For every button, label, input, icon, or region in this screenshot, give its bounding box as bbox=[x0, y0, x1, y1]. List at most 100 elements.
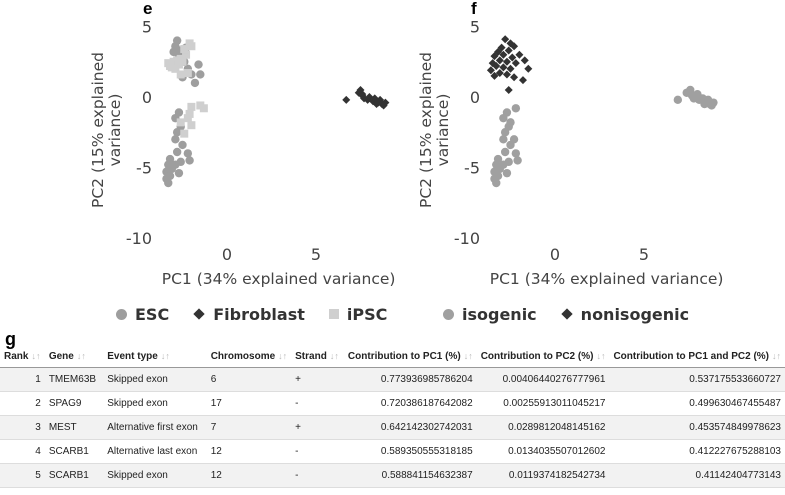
cell-rank: 5 bbox=[0, 463, 45, 488]
point-nonisogenic bbox=[495, 56, 504, 65]
y-tick-label: 5 bbox=[470, 18, 480, 37]
header-strand-label: Strand bbox=[295, 351, 327, 362]
point-isogenic bbox=[499, 113, 508, 123]
cell-event-type: Alternative last exon bbox=[103, 439, 207, 464]
point-nonisogenic bbox=[499, 50, 508, 59]
point-isogenic bbox=[513, 156, 522, 165]
cell-pc2: 0.00406440276777961 bbox=[476, 367, 610, 392]
legend-label-fibroblast: Fibroblast bbox=[213, 304, 305, 324]
header-event-type[interactable]: Event type ↓↑ bbox=[103, 346, 207, 368]
y-tick-label: -5 bbox=[464, 159, 480, 178]
header-event-type-label: Event type bbox=[107, 351, 158, 362]
point-nonisogenic bbox=[524, 64, 533, 73]
cell-gene: SCARB1 bbox=[44, 439, 104, 464]
point-ipsc bbox=[180, 129, 189, 138]
point-nonisogenic bbox=[511, 59, 520, 68]
point-esc bbox=[185, 156, 194, 165]
cell-pc1: 0.720386187642082 bbox=[343, 391, 477, 416]
point-nonisogenic bbox=[499, 63, 508, 72]
cell-gene: TMEM63B bbox=[44, 367, 104, 392]
header-contribution-pc1-pc2-label: Contribution to PC1 and PC2 (%) bbox=[613, 351, 769, 362]
cell-event-type: Skipped exon bbox=[103, 367, 207, 392]
cell-pc1: 0.642142302742031 bbox=[343, 415, 477, 440]
header-gene[interactable]: Gene ↓↑ bbox=[44, 346, 104, 368]
point-isogenic bbox=[506, 118, 515, 127]
cell-chromosome: 17 bbox=[206, 391, 292, 416]
point-esc bbox=[194, 60, 203, 69]
legend-label-esc: ESC bbox=[135, 304, 170, 324]
point-fibroblast bbox=[342, 95, 351, 104]
cell-pc1: 0.588841154632387 bbox=[343, 463, 477, 488]
point-ipsc bbox=[178, 57, 187, 66]
cell-rank: 3 bbox=[0, 415, 45, 440]
header-contribution-pc1[interactable]: Contribution to PC1 (%) ↓↑ bbox=[343, 346, 477, 368]
point-nonisogenic bbox=[490, 71, 499, 80]
cell-chromosome: 6 bbox=[206, 367, 292, 392]
cell-rank: 2 bbox=[0, 391, 45, 416]
point-esc bbox=[169, 47, 178, 57]
point-isogenic bbox=[673, 95, 683, 105]
point-nonisogenic bbox=[504, 85, 513, 94]
cell-pc1-pc2: 0.537175533660727 bbox=[609, 367, 785, 392]
cell-pc2: 0.0289812048145162 bbox=[476, 415, 610, 440]
cell-rank: 1 bbox=[0, 367, 45, 392]
header-contribution-pc1-pc2[interactable]: Contribution to PC1 and PC2 (%) ↓↑ bbox=[609, 346, 785, 368]
cell-strand: + bbox=[291, 415, 344, 440]
sort-icon: ↓↑ bbox=[31, 351, 41, 361]
point-isogenic bbox=[511, 104, 521, 113]
header-contribution-pc2[interactable]: Contribution to PC2 (%) ↓↑ bbox=[476, 346, 610, 368]
point-ipsc bbox=[180, 45, 189, 54]
cell-pc2: 0.00255913011045217 bbox=[476, 391, 610, 416]
header-gene-label: Gene bbox=[48, 351, 74, 362]
cell-pc1-pc2: 0.412227675288103 bbox=[609, 439, 785, 464]
table-row: 3 MEST Alternative first exon 7 + 0.6421… bbox=[0, 415, 785, 440]
cell-event-type: Skipped exon bbox=[103, 463, 207, 488]
y-axis-label-line: variance) bbox=[434, 94, 452, 167]
point-nonisogenic bbox=[492, 61, 501, 70]
point-esc bbox=[183, 149, 193, 158]
x-axis-label: PC1 (34% explained variance) bbox=[162, 270, 396, 288]
cell-event-type: Alternative first exon bbox=[103, 415, 207, 440]
cell-pc1-pc2: 0.41142404773143 bbox=[609, 463, 785, 488]
point-nonisogenic bbox=[495, 69, 504, 78]
cell-chromosome: 12 bbox=[206, 463, 292, 488]
cell-chromosome: 12 bbox=[206, 439, 292, 464]
legend-item-esc: ESC bbox=[116, 305, 169, 324]
point-nonisogenic bbox=[515, 50, 524, 59]
table-row: 5 SCARB1 Skipped exon 12 - 0.58884115463… bbox=[0, 463, 785, 488]
header-contribution-pc1-label: Contribution to PC1 (%) bbox=[347, 351, 461, 362]
cell-pc2: 0.0119374182542734 bbox=[476, 463, 610, 488]
point-nonisogenic bbox=[518, 76, 527, 85]
sort-icon: ↓↑ bbox=[463, 351, 473, 361]
legend-item-nonisogenic: nonisogenic bbox=[561, 305, 689, 324]
point-esc bbox=[178, 140, 187, 150]
sort-icon: ↓↑ bbox=[596, 351, 606, 361]
header-strand[interactable]: Strand ↓↑ bbox=[291, 346, 344, 368]
table-row: 1 TMEM63B Skipped exon 6 + 0.77393698578… bbox=[0, 367, 785, 392]
panel-letter-g: g bbox=[5, 329, 16, 349]
point-ipsc bbox=[199, 104, 208, 113]
legend-label-nonisogenic: nonisogenic bbox=[580, 304, 690, 324]
y-tick-label: -10 bbox=[454, 229, 480, 248]
point-ipsc bbox=[185, 39, 194, 48]
sort-icon: ↓↑ bbox=[160, 351, 170, 361]
x-tick-label: 0 bbox=[550, 245, 560, 264]
header-contribution-pc2-label: Contribution to PC2 (%) bbox=[480, 351, 594, 362]
cell-strand: - bbox=[291, 391, 344, 416]
cell-gene: SPAG9 bbox=[44, 391, 104, 416]
point-esc bbox=[172, 147, 182, 157]
point-ipsc bbox=[176, 118, 185, 127]
cell-strand: - bbox=[291, 463, 344, 488]
point-isogenic bbox=[509, 135, 519, 144]
x-tick-label: 5 bbox=[311, 245, 321, 264]
pca-scatter-e: 5 0 -5 -10 0 5 PC1 (34% explained variance) PC2… bbox=[89, 18, 396, 289]
header-chromosome[interactable]: Chromosome ↓↑ bbox=[206, 346, 292, 368]
point-esc bbox=[174, 168, 184, 178]
table-header-row: Rank ↓↑ Gene ↓↑ Event type ↓↑ Chromosome ↓↑ … bbox=[0, 346, 785, 368]
point-fibroblast bbox=[358, 91, 367, 100]
cell-pc1: 0.773936985786204 bbox=[343, 367, 477, 392]
legend-item-isogenic: isogenic bbox=[443, 305, 537, 324]
cell-pc1: 0.589350555318185 bbox=[343, 439, 477, 464]
point-ipsc bbox=[187, 121, 196, 130]
header-rank[interactable]: Rank ↓↑ bbox=[0, 346, 45, 368]
